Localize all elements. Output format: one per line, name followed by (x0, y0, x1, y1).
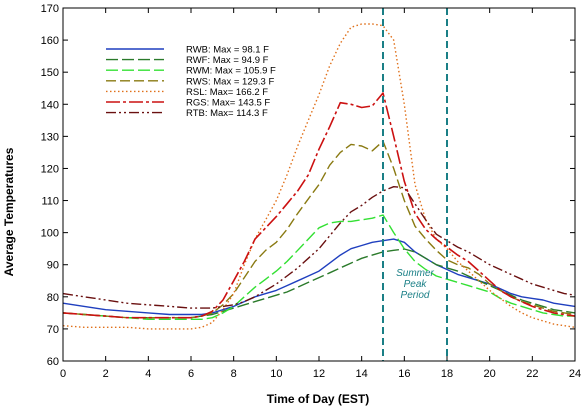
y-tick-label: 100 (41, 228, 59, 240)
x-tick-label: 18 (441, 368, 453, 380)
x-tick-label: 22 (526, 368, 538, 380)
y-tick-label: 140 (41, 99, 59, 111)
legend-label-rwm: RWM: Max = 105.9 F (186, 66, 276, 77)
x-tick-label: 24 (569, 368, 581, 380)
series-line-rwb (62, 238, 576, 316)
series-line-rws (62, 140, 576, 319)
series-line-rwf (62, 248, 576, 319)
x-tick-labels: 0 2 4 6 8 10 12 14 16 18 20 22 24 (60, 368, 581, 380)
series-line-rtb (62, 185, 576, 309)
legend-label-rgs: RGS: Max= 143.5 F (186, 98, 270, 109)
x-tick-label: 8 (231, 368, 237, 380)
legend-label-rwb: RWB: Max = 98.1 F (186, 45, 269, 56)
summer-peak-annotation: Summer Peak Period (396, 268, 434, 301)
series-lines (62, 23, 576, 330)
annotation-line: Summer (396, 268, 434, 279)
y-tick-label: 130 (41, 131, 59, 143)
series-line-rsl (62, 23, 576, 330)
tick-marks (62, 7, 576, 362)
x-tick-label: 6 (188, 368, 194, 380)
x-tick-label: 0 (60, 368, 66, 380)
legend-label-rsl: RSL: Max= 166.2 F (186, 87, 268, 98)
x-tick-label: 2 (103, 368, 109, 380)
y-tick-label: 80 (47, 292, 59, 304)
y-tick-labels: 60 70 80 90 100 110 120 130 140 150 160 170 (41, 3, 59, 368)
y-tick-label: 60 (47, 356, 59, 368)
x-tick-label: 16 (398, 368, 410, 380)
x-tick-label: 10 (270, 368, 282, 380)
y-tick-label: 170 (41, 3, 59, 15)
plot-frame (62, 7, 576, 362)
series-line-rgs (62, 92, 576, 319)
legend-label-rws: RWS: Max = 129.3 F (186, 76, 274, 87)
annotation-line: Period (401, 290, 430, 301)
y-tick-label: 120 (41, 163, 59, 175)
y-tick-label: 110 (41, 196, 59, 208)
legend-label-rwf: RWF: Max = 94.9 F (186, 55, 269, 66)
y-tick-label: 150 (41, 67, 59, 79)
y-tick-label: 160 (41, 35, 59, 47)
y-tick-label: 70 (47, 324, 59, 336)
summer-peak-markers (382, 8, 448, 361)
y-axis-title: Average Temperatures (2, 147, 16, 276)
x-tick-label: 4 (145, 368, 151, 380)
x-axis-title: Time of Day (EST) (267, 392, 369, 406)
x-tick-label: 12 (313, 368, 325, 380)
y-tick-label: 90 (47, 260, 59, 272)
x-tick-label: 20 (484, 368, 496, 380)
x-tick-label: 14 (356, 368, 368, 380)
legend-label-rtb: RTB: Max= 114.3 F (186, 108, 268, 119)
annotation-line: Peak (404, 279, 428, 290)
